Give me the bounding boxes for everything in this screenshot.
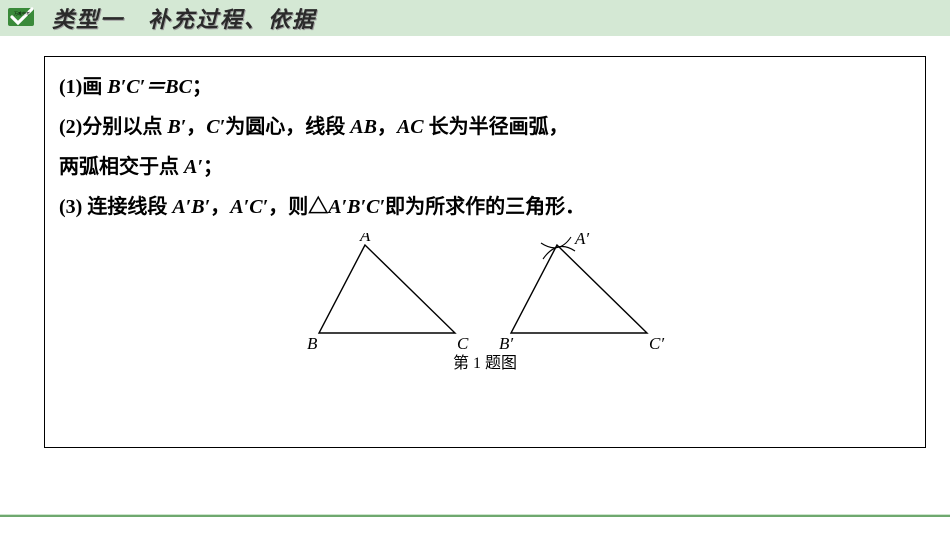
text: 为圆心，线段: [225, 116, 350, 138]
vertex-a-label: A: [359, 233, 371, 245]
math-triangle-name: A′B′C′: [328, 196, 385, 218]
step-2: (2)分别以点 B′，C′为圆心，线段 AB，AC 长为半径画弧，: [59, 107, 911, 147]
math-point: B′: [167, 116, 186, 138]
header-title: 类型一 补充过程、依据: [52, 2, 316, 34]
figure-caption: 第 1 题图: [59, 349, 911, 373]
math-point: C′: [206, 116, 225, 138]
triangle-aprime-icon: [511, 245, 647, 333]
vertex-b-label: B: [307, 334, 318, 351]
text: ，则△: [268, 196, 328, 218]
text: (2)分别以点: [59, 116, 167, 138]
step-2-cont: 两弧相交于点 A′；: [59, 147, 911, 187]
step-1: (1)画 B′C′＝BC；: [59, 67, 911, 107]
figures-container: A B C A′ B′ C′: [59, 233, 911, 351]
math-segment: A′C′: [230, 196, 268, 218]
text: ，: [377, 116, 397, 138]
logo-badge: 万唯中考: [6, 4, 38, 32]
footer-line: [0, 514, 950, 517]
logo-checkmark-icon: 万唯中考: [6, 4, 38, 32]
svg-text:万唯中考: 万唯中考: [14, 10, 30, 16]
step-3: (3) 连接线段 A′B′，A′C′，则△A′B′C′即为所求作的三角形．: [59, 187, 911, 227]
triangle-aprime-figure: A′ B′ C′: [497, 233, 665, 351]
math-segment: AB: [350, 116, 377, 138]
text: 两弧相交于点: [59, 156, 184, 178]
triangle-abc-icon: [319, 245, 455, 333]
math-segment: AC: [397, 116, 424, 138]
math-segment: A′B′: [172, 196, 210, 218]
math-point: A′: [184, 156, 203, 178]
vertex-aprime-label: A′: [574, 233, 589, 248]
text: 长为半径画弧，: [424, 116, 569, 138]
text: ，: [186, 116, 206, 138]
text: 即为所求作的三角形．: [385, 196, 585, 218]
triangle-abc-figure: A B C: [305, 233, 473, 351]
footer-pad: [0, 517, 950, 535]
text: (3) 连接线段: [59, 196, 172, 218]
math-segment: B′C′＝BC: [107, 76, 192, 98]
text: ，: [210, 196, 230, 218]
text: ；: [203, 156, 223, 178]
problem-box: (1)画 B′C′＝BC； (2)分别以点 B′，C′为圆心，线段 AB，AC …: [44, 56, 926, 448]
text: ；: [192, 76, 212, 98]
text: (1)画: [59, 76, 107, 98]
vertex-cprime-label: C′: [649, 334, 664, 351]
header-bar: 万唯中考 类型一 补充过程、依据: [0, 0, 950, 36]
